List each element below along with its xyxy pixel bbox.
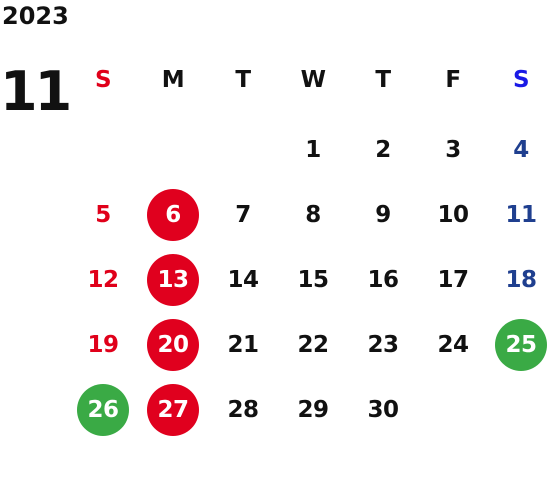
day-cell: 19 [87, 331, 119, 358]
day-cell: 13 [147, 254, 199, 306]
day-cell: 11 [505, 201, 537, 228]
weekday-header-friday: F [445, 66, 461, 93]
weekday-header-thursday: T [375, 66, 391, 93]
day-cell: 18 [505, 266, 537, 293]
day-cell: 2 [375, 136, 391, 163]
day-cell: 16 [367, 266, 399, 293]
day-cell: 28 [227, 396, 259, 423]
day-cell: 15 [297, 266, 329, 293]
weekday-header-sunday: S [94, 66, 112, 93]
month-number: 11 [0, 60, 72, 123]
weekday-header-tuesday: T [235, 66, 251, 93]
day-cell: 3 [445, 136, 461, 163]
day-cell: 6 [147, 189, 199, 241]
day-cell: 12 [87, 266, 119, 293]
day-cell: 7 [235, 201, 251, 228]
day-cell: 17 [437, 266, 469, 293]
day-cell: 22 [297, 331, 329, 358]
day-cell: 27 [147, 384, 199, 436]
day-cell: 1 [305, 136, 321, 163]
day-cell: 21 [227, 331, 259, 358]
day-cell: 9 [375, 201, 391, 228]
weekday-header-wednesday: W [300, 66, 326, 93]
day-cell: 10 [437, 201, 469, 228]
day-cell: 14 [227, 266, 259, 293]
weekday-header-saturday: S [512, 66, 530, 93]
day-cell: 5 [95, 201, 111, 228]
day-cell: 4 [513, 136, 529, 163]
weekday-header-monday: M [161, 66, 185, 93]
day-cell: 26 [77, 384, 129, 436]
year-label: 2023 [2, 2, 69, 30]
day-cell: 25 [495, 319, 547, 371]
day-cell: 29 [297, 396, 329, 423]
day-cell: 24 [437, 331, 469, 358]
day-cell: 20 [147, 319, 199, 371]
day-cell: 30 [367, 396, 399, 423]
day-cell: 8 [305, 201, 321, 228]
day-cell: 23 [367, 331, 399, 358]
